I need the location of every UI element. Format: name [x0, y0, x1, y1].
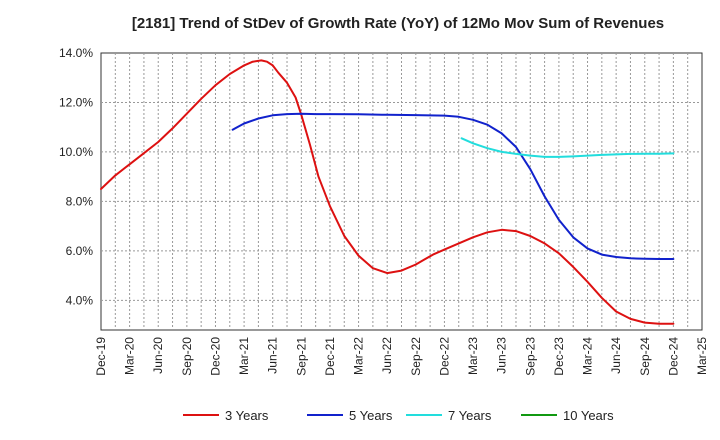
legend: 3 Years 5 Years 7 Years 10 Years: [183, 408, 614, 423]
y-tick-label: 6.0%: [66, 244, 94, 258]
x-tick-label: Mar-23: [466, 337, 480, 375]
x-tick-label: Jun-22: [380, 337, 394, 374]
x-tick-label: Jun-24: [609, 337, 623, 374]
x-tick-label: Jun-21: [266, 337, 280, 374]
y-tick-label: 4.0%: [66, 293, 94, 307]
x-tick-label: Sep-20: [180, 337, 194, 376]
x-tick-label: Mar-20: [123, 337, 137, 375]
series-line-5-years: [231, 112, 675, 260]
y-tick-label: 8.0%: [66, 194, 94, 208]
x-tick-label: Mar-24: [581, 337, 595, 375]
x-axis-ticks: Dec-19 Mar-20 Jun-20 Sep-20 Dec-20 Mar-21 Jun-…: [94, 337, 709, 376]
grid-lines: [101, 53, 702, 330]
x-tick-label: Jun-23: [495, 337, 509, 374]
y-tick-label: 12.0%: [59, 95, 93, 109]
x-tick-label: Dec-21: [323, 337, 337, 376]
x-tick-label: Sep-22: [409, 337, 423, 376]
y-tick-label: 10.0%: [59, 145, 93, 159]
x-tick-label: Jun-20: [151, 337, 165, 374]
x-tick-label: Sep-24: [638, 337, 652, 376]
x-tick-label: Mar-21: [237, 337, 251, 375]
x-tick-label: Dec-24: [666, 337, 680, 376]
x-tick-label: Mar-22: [352, 337, 366, 375]
y-axis-ticks: 4.0% 6.0% 8.0% 10.0% 12.0% 14.0%: [59, 46, 93, 307]
legend-label: 10 Years: [563, 408, 614, 423]
x-tick-label: Sep-23: [523, 337, 537, 376]
chart-title: [2181] Trend of StDev of Growth Rate (Yo…: [132, 15, 664, 32]
legend-label: 5 Years: [349, 408, 393, 423]
series-line-7-years: [460, 137, 675, 158]
y-tick-label: 14.0%: [59, 46, 93, 60]
x-tick-label: Dec-22: [437, 337, 451, 376]
series-line-3-years: [100, 59, 675, 325]
x-tick-label: Dec-23: [552, 337, 566, 376]
series-lines: [100, 59, 675, 325]
legend-label: 7 Years: [448, 408, 492, 423]
x-tick-label: Dec-20: [208, 337, 222, 376]
x-tick-label: Dec-19: [94, 337, 108, 376]
x-tick-label: Mar-25: [695, 337, 709, 375]
x-tick-label: Sep-21: [294, 337, 308, 376]
legend-label: 3 Years: [225, 408, 269, 423]
